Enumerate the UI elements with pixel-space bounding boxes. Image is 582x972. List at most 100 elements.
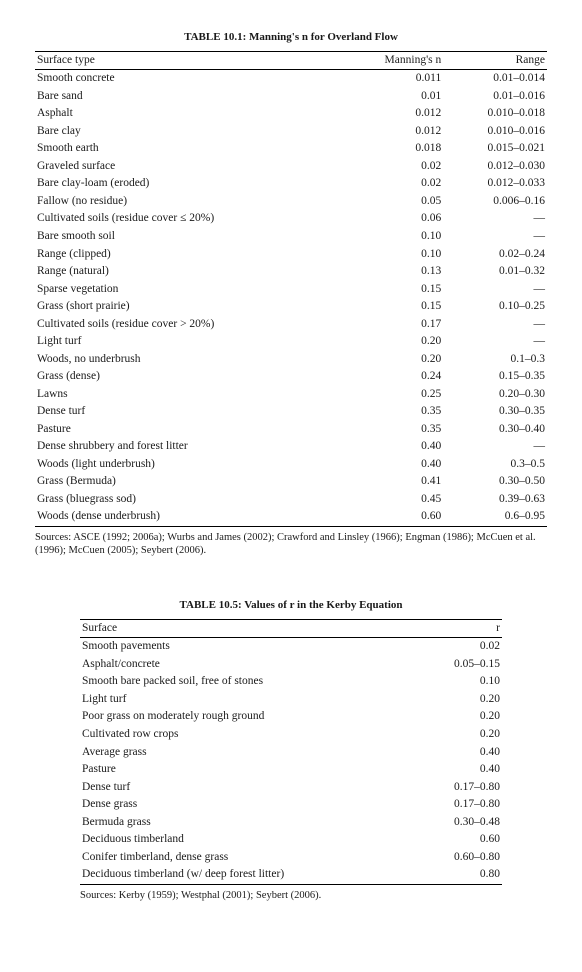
cell-surface-type: Sparse vegetation (35, 281, 341, 299)
cell-surface-type: Grass (short prairie) (35, 298, 341, 316)
cell-surface-type: Dense shrubbery and forest litter (35, 438, 341, 456)
cell-surface-type: Lawns (35, 386, 341, 404)
table-row: Pasture0.40 (80, 761, 502, 779)
table-10-5-sources: Sources: Kerby (1959); Westphal (2001); … (80, 889, 502, 903)
header-range: Range (443, 51, 547, 70)
cell-mannings-n: 0.012 (341, 105, 443, 123)
cell-surface: Deciduous timberland (80, 831, 420, 849)
cell-mannings-n: 0.018 (341, 140, 443, 158)
cell-surface: Asphalt/concrete (80, 656, 420, 674)
table-row: Grass (bluegrass sod)0.450.39–0.63 (35, 491, 547, 509)
cell-surface-type: Grass (dense) (35, 368, 341, 386)
cell-mannings-n: 0.35 (341, 403, 443, 421)
cell-mannings-n: 0.01 (341, 88, 443, 106)
cell-range: 0.010–0.018 (443, 105, 547, 123)
table-row: Asphalt0.0120.010–0.018 (35, 105, 547, 123)
cell-r: 0.20 (420, 708, 502, 726)
table-row: Lawns0.250.20–0.30 (35, 386, 547, 404)
cell-surface-type: Range (natural) (35, 263, 341, 281)
cell-r: 0.17–0.80 (420, 796, 502, 814)
cell-range: 0.015–0.021 (443, 140, 547, 158)
cell-r: 0.10 (420, 673, 502, 691)
cell-surface-type: Graveled surface (35, 158, 341, 176)
cell-surface-type: Range (clipped) (35, 246, 341, 264)
cell-range: 0.01–0.014 (443, 70, 547, 88)
table-row: Range (clipped)0.100.02–0.24 (35, 246, 547, 264)
table-row: Deciduous timberland (w/ deep forest lit… (80, 866, 502, 884)
table-10-5-title: TABLE 10.5: Values of r in the Kerby Equ… (80, 598, 502, 613)
header-mannings-n: Manning's n (341, 51, 443, 70)
cell-range: — (443, 228, 547, 246)
cell-mannings-n: 0.41 (341, 473, 443, 491)
table-row: Smooth concrete0.0110.01–0.014 (35, 70, 547, 88)
cell-surface-type: Bare smooth soil (35, 228, 341, 246)
cell-range: 0.10–0.25 (443, 298, 547, 316)
cell-range: 0.20–0.30 (443, 386, 547, 404)
table-row: Dense turf0.350.30–0.35 (35, 403, 547, 421)
table-row: Grass (Bermuda)0.410.30–0.50 (35, 473, 547, 491)
cell-surface: Smooth bare packed soil, free of stones (80, 673, 420, 691)
table-header-row: Surface r (80, 619, 502, 638)
table-header-row: Surface type Manning's n Range (35, 51, 547, 70)
table-10-5: TABLE 10.5: Values of r in the Kerby Equ… (80, 598, 502, 902)
cell-surface: Poor grass on moderately rough ground (80, 708, 420, 726)
cell-r: 0.02 (420, 638, 502, 656)
table-row: Smooth pavements0.02 (80, 638, 502, 656)
cell-mannings-n: 0.10 (341, 228, 443, 246)
table-row: Light turf0.20— (35, 333, 547, 351)
table-row: Range (natural)0.130.01–0.32 (35, 263, 547, 281)
cell-range: 0.39–0.63 (443, 491, 547, 509)
kerby-r-table: Surface r Smooth pavements0.02Asphalt/co… (80, 619, 502, 885)
cell-surface: Bermuda grass (80, 814, 420, 832)
table-row: Average grass0.40 (80, 744, 502, 762)
cell-surface-type: Pasture (35, 421, 341, 439)
cell-r: 0.60 (420, 831, 502, 849)
cell-surface: Average grass (80, 744, 420, 762)
header-surface-type: Surface type (35, 51, 341, 70)
cell-range: 0.1–0.3 (443, 351, 547, 369)
cell-surface-type: Bare clay-loam (eroded) (35, 175, 341, 193)
cell-range: — (443, 316, 547, 334)
cell-surface: Dense grass (80, 796, 420, 814)
cell-surface-type: Dense turf (35, 403, 341, 421)
mannings-n-table: Surface type Manning's n Range Smooth co… (35, 51, 547, 527)
cell-r: 0.80 (420, 866, 502, 884)
table-row: Pasture0.350.30–0.40 (35, 421, 547, 439)
header-r: r (420, 619, 502, 638)
cell-mannings-n: 0.012 (341, 123, 443, 141)
table-row: Cultivated row crops0.20 (80, 726, 502, 744)
cell-mannings-n: 0.05 (341, 193, 443, 211)
cell-r: 0.20 (420, 691, 502, 709)
table-row: Grass (dense)0.240.15–0.35 (35, 368, 547, 386)
table-row: Smooth earth0.0180.015–0.021 (35, 140, 547, 158)
cell-range: 0.010–0.016 (443, 123, 547, 141)
cell-mannings-n: 0.17 (341, 316, 443, 334)
cell-range: 0.006–0.16 (443, 193, 547, 211)
cell-mannings-n: 0.13 (341, 263, 443, 281)
cell-range: 0.3–0.5 (443, 456, 547, 474)
table-row: Dense grass0.17–0.80 (80, 796, 502, 814)
cell-r: 0.60–0.80 (420, 849, 502, 867)
cell-r: 0.05–0.15 (420, 656, 502, 674)
cell-mannings-n: 0.60 (341, 508, 443, 526)
cell-mannings-n: 0.06 (341, 210, 443, 228)
cell-range: — (443, 438, 547, 456)
cell-surface-type: Fallow (no residue) (35, 193, 341, 211)
cell-mannings-n: 0.10 (341, 246, 443, 264)
cell-surface: Dense turf (80, 779, 420, 797)
table-row: Conifer timberland, dense grass0.60–0.80 (80, 849, 502, 867)
cell-surface: Deciduous timberland (w/ deep forest lit… (80, 866, 420, 884)
cell-surface: Light turf (80, 691, 420, 709)
cell-mannings-n: 0.45 (341, 491, 443, 509)
table-row: Woods (dense underbrush)0.600.6–0.95 (35, 508, 547, 526)
table-row: Sparse vegetation0.15— (35, 281, 547, 299)
cell-surface-type: Cultivated soils (residue cover ≤ 20%) (35, 210, 341, 228)
cell-mannings-n: 0.02 (341, 158, 443, 176)
cell-surface-type: Light turf (35, 333, 341, 351)
table-row: Deciduous timberland0.60 (80, 831, 502, 849)
cell-mannings-n: 0.20 (341, 333, 443, 351)
cell-range: — (443, 333, 547, 351)
cell-range: 0.012–0.030 (443, 158, 547, 176)
cell-r: 0.17–0.80 (420, 779, 502, 797)
cell-range: 0.30–0.35 (443, 403, 547, 421)
